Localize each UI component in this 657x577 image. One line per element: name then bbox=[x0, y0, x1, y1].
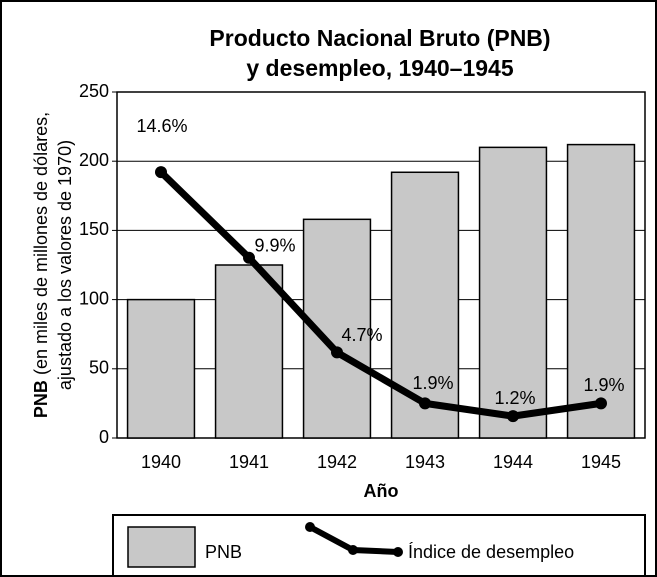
x-tick-label: 1941 bbox=[229, 452, 269, 472]
bar bbox=[478, 146, 548, 439]
plot-area bbox=[116, 91, 646, 439]
y-tick-label: 150 bbox=[79, 219, 109, 239]
bar bbox=[566, 143, 636, 439]
data-label: 14.6% bbox=[136, 116, 187, 136]
y-tick-label: 50 bbox=[89, 358, 109, 378]
bar bbox=[126, 298, 196, 439]
line bbox=[158, 169, 602, 420]
y-tick-label: 100 bbox=[79, 288, 109, 308]
legend-marker bbox=[305, 522, 315, 532]
legend-swatch bbox=[127, 526, 196, 568]
bar bbox=[214, 264, 284, 439]
point bbox=[419, 397, 431, 410]
y-axis-label-part: PNB bbox=[31, 380, 51, 418]
x-tick-label: 1942 bbox=[317, 452, 357, 472]
x-tick-label: 1945 bbox=[581, 452, 621, 472]
y-tick-label: 0 bbox=[99, 427, 109, 447]
data-label: 4.7% bbox=[341, 325, 382, 345]
y-axis-label-part: (en miles de millones de dólares, bbox=[31, 112, 51, 375]
legend-marker bbox=[393, 547, 403, 557]
y-tick-label: 200 bbox=[79, 150, 109, 170]
point bbox=[595, 397, 607, 410]
x-tick-label: 1943 bbox=[405, 452, 445, 472]
x-tick-label: 1940 bbox=[141, 452, 181, 472]
data-label: 9.9% bbox=[254, 235, 295, 255]
x-tick-label: 1944 bbox=[493, 452, 533, 472]
y-axis-label: PNB (en miles de millones de dólares, bbox=[31, 112, 51, 418]
y-tick-label: 250 bbox=[79, 81, 109, 101]
legend-marker bbox=[348, 545, 358, 555]
data-label: 1.9% bbox=[583, 375, 624, 395]
point bbox=[243, 251, 255, 264]
legend-label: PNB bbox=[205, 542, 242, 562]
data-label: 1.2% bbox=[494, 388, 535, 408]
legend-box bbox=[112, 514, 646, 577]
chart-title: Producto Nacional Bruto (PNB) bbox=[209, 25, 550, 51]
point bbox=[155, 166, 167, 179]
point bbox=[331, 346, 343, 359]
point bbox=[507, 410, 519, 423]
x-axis-label: Año bbox=[364, 481, 399, 501]
y-axis-label: ajustado a los valores de 1970) bbox=[55, 140, 75, 390]
chart-title: y desempleo, 1940–1945 bbox=[246, 55, 513, 81]
legend-label: Índice de desempleo bbox=[408, 542, 574, 562]
data-label: 1.9% bbox=[412, 373, 453, 393]
